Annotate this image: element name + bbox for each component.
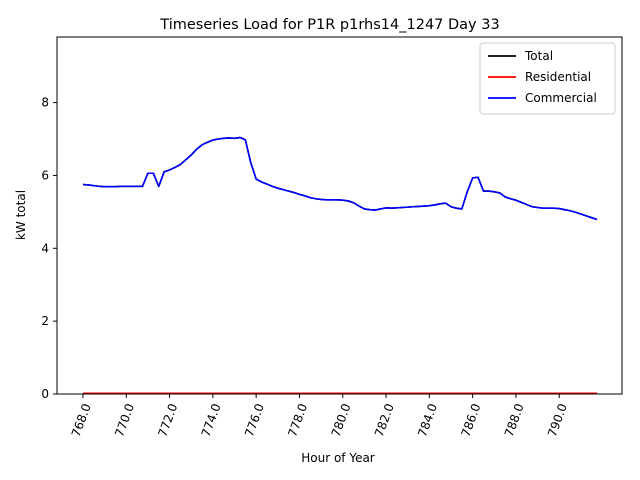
y-tick-label: 8: [41, 96, 49, 110]
y-tick-label: 2: [41, 314, 49, 328]
y-tick-label: 6: [41, 168, 49, 182]
y-tick-label: 0: [41, 387, 49, 401]
legend-box: [479, 42, 616, 115]
y-axis: 0 2 4 6 8: [41, 96, 57, 401]
plot-area: [82, 136, 598, 395]
legend-label-commercial: Commercial: [525, 91, 597, 105]
x-axis-label: Hour of Year: [301, 451, 375, 465]
legend: Total Residential Commercial: [479, 42, 616, 115]
legend-label-residential: Residential: [525, 70, 591, 84]
series-line-commercial: [82, 136, 598, 221]
chart-title: Timeseries Load for P1R p1rhs14_1247 Day…: [159, 17, 499, 33]
axes-frame: [56, 36, 623, 395]
y-axis-label: kW total: [14, 190, 28, 240]
legend-label-total: Total: [524, 49, 553, 63]
y-tick-label: 4: [41, 241, 49, 255]
